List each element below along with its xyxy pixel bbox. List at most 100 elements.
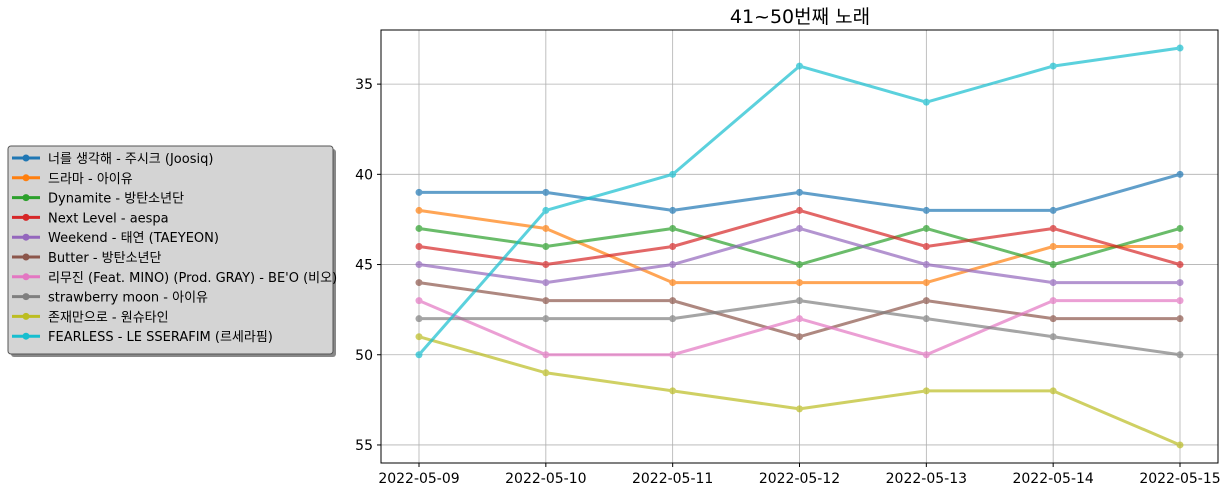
legend-item: Dynamite - 방탄소년단 [12, 192, 184, 207]
series [415, 333, 1184, 449]
data-point [669, 315, 677, 323]
legend-marker [22, 253, 30, 261]
data-point [796, 333, 803, 341]
series [415, 279, 1184, 341]
legend-box [7, 145, 334, 355]
legend-label: 너를 생각해 - 주시크 (Joosiq) [48, 152, 213, 167]
data-point [796, 405, 803, 413]
data-point [542, 206, 550, 214]
data-point [415, 261, 423, 269]
series-lines [415, 44, 1184, 449]
data-point [542, 351, 550, 359]
legend-marker [22, 213, 30, 221]
data-point [1049, 261, 1057, 269]
data-point [415, 188, 423, 196]
data-point [796, 188, 803, 196]
legend: 너를 생각해 - 주시크 (Joosiq) 드라마 - 아이유 Dynamite -… [7, 145, 337, 357]
data-point [922, 279, 930, 287]
data-point [1176, 170, 1184, 178]
data-point [415, 243, 423, 250]
x-tick-label: 2022-05-12 [759, 471, 840, 487]
data-point [669, 206, 677, 214]
data-point [542, 369, 550, 377]
legend-marker [22, 273, 30, 281]
data-point [1176, 441, 1184, 449]
data-point [669, 224, 677, 232]
legend-item: FEARLESS - LE SSERAFIM (르세라핌) [12, 330, 273, 345]
data-point [922, 387, 930, 395]
legend-item: Butter - 방탄소년단 [12, 251, 161, 266]
data-point [542, 243, 550, 250]
data-point [796, 206, 803, 214]
data-point [922, 98, 930, 106]
series [415, 224, 1184, 287]
chart-title: 41~50번째 노래 [730, 6, 870, 28]
y-tick-label: 50 [355, 348, 373, 364]
legend-label: Butter - 방탄소년단 [48, 251, 161, 266]
data-point [542, 188, 550, 196]
legend-item: 드라마 - 아이유 [12, 172, 133, 187]
data-point [669, 170, 677, 178]
data-point [542, 315, 550, 323]
data-point [1176, 279, 1184, 287]
data-point [669, 387, 677, 395]
data-point [415, 351, 423, 359]
data-point [1049, 387, 1057, 395]
data-point [1049, 243, 1057, 250]
legend-marker [22, 312, 30, 320]
data-point [922, 206, 930, 214]
data-point [669, 243, 677, 250]
series [415, 206, 1184, 269]
data-point [542, 297, 550, 305]
data-point [796, 224, 803, 232]
data-point [1176, 315, 1184, 323]
legend-label: 존재만으로 - 원슈타인 [48, 310, 169, 325]
data-point [796, 315, 803, 323]
data-point [922, 243, 930, 250]
legend-marker [22, 332, 30, 340]
data-point [669, 351, 677, 359]
x-tick-label: 2022-05-11 [632, 471, 713, 487]
legend-label: FEARLESS - LE SSERAFIM (르세라핌) [48, 330, 273, 345]
data-point [1049, 279, 1057, 287]
y-tick-label: 40 [355, 167, 373, 183]
x-tick-label: 2022-05-15 [1139, 471, 1220, 487]
data-point [415, 279, 423, 287]
series [415, 44, 1184, 359]
data-point [415, 315, 423, 323]
data-point [669, 297, 677, 305]
series [415, 297, 1184, 359]
data-point [669, 261, 677, 269]
data-point [1176, 224, 1184, 232]
data-point [415, 297, 423, 305]
legend-label: 리무진 (Feat. MINO) (Prod. GRAY) - BE'O (비오… [48, 271, 337, 286]
data-point [922, 224, 930, 232]
legend-label: strawberry moon - 아이유 [48, 291, 208, 306]
y-tick-label: 35 [355, 77, 373, 93]
legend-marker [22, 154, 30, 162]
data-point [1176, 351, 1184, 359]
data-point [796, 261, 803, 269]
data-point [1049, 62, 1057, 70]
series [415, 206, 1184, 287]
data-point [1049, 224, 1057, 232]
series [415, 297, 1184, 359]
legend-item: 리무진 (Feat. MINO) (Prod. GRAY) - BE'O (비오… [12, 271, 337, 286]
y-tick-label: 45 [355, 258, 373, 274]
data-point [1049, 315, 1057, 323]
axes: 2022-05-09 2022-05-10 2022-05-11 2022-05-12… [355, 29, 1221, 487]
data-point [1176, 261, 1184, 269]
legend-item: strawberry moon - 아이유 [12, 291, 208, 306]
data-point [1049, 333, 1057, 341]
data-point [542, 224, 550, 232]
data-point [415, 224, 423, 232]
legend-item: 너를 생각해 - 주시크 (Joosiq) [12, 152, 213, 167]
legend-label: 드라마 - 아이유 [48, 172, 133, 187]
y-tick-label: 55 [355, 438, 373, 454]
data-point [1176, 243, 1184, 250]
data-point [415, 333, 423, 341]
x-tick-label: 2022-05-14 [1012, 471, 1093, 487]
data-point [1049, 297, 1057, 305]
data-point [796, 297, 803, 305]
legend-item: Weekend - 태연 (TAEYEON) [12, 231, 219, 246]
